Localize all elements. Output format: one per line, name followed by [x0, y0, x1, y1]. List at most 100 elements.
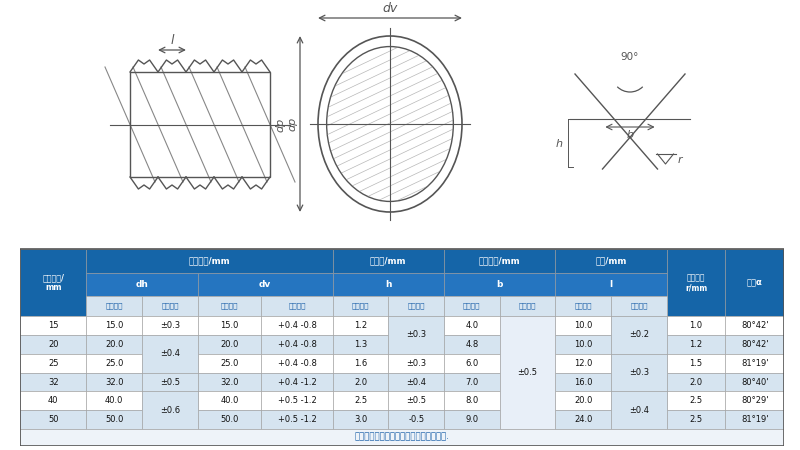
Bar [666, 392, 726, 410]
Text: 32.0: 32.0 [105, 378, 123, 387]
Bar [262, 316, 333, 335]
Text: 公称尺寸: 公称尺寸 [463, 302, 481, 309]
Text: 基圆直径/mm: 基圆直径/mm [189, 257, 230, 266]
Bar [388, 410, 444, 429]
Bar [500, 316, 555, 429]
Bar [388, 296, 444, 316]
Text: h: h [385, 280, 391, 289]
Bar [262, 354, 333, 373]
Text: +0.4 -0.8: +0.4 -0.8 [278, 359, 317, 368]
Bar [262, 392, 333, 410]
Bar [555, 410, 611, 429]
Text: 40.0: 40.0 [220, 396, 238, 405]
Text: 2.0: 2.0 [354, 378, 367, 387]
Bar [666, 410, 726, 429]
Text: 9.0: 9.0 [466, 415, 478, 424]
Text: +0.5 -1.2: +0.5 -1.2 [278, 415, 316, 424]
Bar [333, 316, 388, 335]
Text: 公称尺寸: 公称尺寸 [106, 302, 123, 309]
Bar [198, 410, 262, 429]
Text: 2.5: 2.5 [354, 396, 367, 405]
Text: b: b [497, 280, 503, 289]
Text: 80°42': 80°42' [741, 321, 769, 330]
Text: 螺距/mm: 螺距/mm [595, 257, 626, 266]
Text: 允许偏差: 允许偏差 [630, 302, 648, 309]
Bar [86, 249, 333, 273]
Text: 50.0: 50.0 [105, 415, 123, 424]
Bar [444, 296, 500, 316]
Text: 25.0: 25.0 [105, 359, 123, 368]
Text: r: r [678, 155, 682, 165]
Text: ±0.2: ±0.2 [629, 330, 649, 339]
Text: 7.0: 7.0 [466, 378, 478, 387]
Text: 15: 15 [48, 321, 58, 330]
Bar [20, 316, 86, 335]
Bar [444, 373, 500, 392]
Text: 8.0: 8.0 [466, 396, 478, 405]
Text: 15.0: 15.0 [220, 321, 238, 330]
Text: 20.0: 20.0 [105, 340, 123, 349]
Text: ±0.4: ±0.4 [629, 406, 649, 415]
Bar [333, 335, 388, 354]
Bar [86, 296, 142, 316]
Text: +0.5 -1.2: +0.5 -1.2 [278, 396, 316, 405]
Text: b: b [626, 130, 634, 140]
Text: 40.0: 40.0 [105, 396, 123, 405]
Text: 80°42': 80°42' [741, 340, 769, 349]
Bar [555, 392, 611, 410]
Text: ±0.4: ±0.4 [160, 349, 180, 358]
Text: dp: dp [275, 117, 285, 131]
Text: 3.0: 3.0 [354, 415, 367, 424]
Text: l: l [170, 34, 174, 47]
Bar [20, 335, 86, 354]
Bar [444, 249, 555, 273]
Text: 32.0: 32.0 [220, 378, 239, 387]
Text: 允许偏差: 允许偏差 [407, 302, 425, 309]
Bar [500, 296, 555, 316]
Text: 螺纹底宽/mm: 螺纹底宽/mm [479, 257, 521, 266]
Text: 90°: 90° [621, 52, 639, 62]
Bar [20, 373, 86, 392]
Bar [388, 354, 444, 373]
Text: 2.0: 2.0 [690, 378, 702, 387]
Text: 50: 50 [48, 415, 58, 424]
Text: +0.4 -0.8: +0.4 -0.8 [278, 340, 317, 349]
Text: l: l [610, 280, 613, 289]
Text: 1.2: 1.2 [690, 340, 702, 349]
Bar [198, 354, 262, 373]
Text: 螺纹高/mm: 螺纹高/mm [370, 257, 406, 266]
Bar [20, 410, 86, 429]
Text: +0.4 -0.8: +0.4 -0.8 [278, 321, 317, 330]
Text: 15.0: 15.0 [105, 321, 123, 330]
Bar [666, 373, 726, 392]
Bar [726, 249, 784, 316]
Bar [262, 335, 333, 354]
Bar [726, 316, 784, 335]
Text: 1.5: 1.5 [690, 359, 702, 368]
Bar [388, 316, 444, 354]
Text: 32: 32 [48, 378, 58, 387]
Text: 80°29': 80°29' [741, 396, 769, 405]
Text: 12.0: 12.0 [574, 359, 593, 368]
Bar [555, 249, 666, 273]
Bar [555, 316, 611, 335]
Text: 2.5: 2.5 [690, 396, 702, 405]
Text: 16.0: 16.0 [574, 378, 593, 387]
Bar [444, 392, 500, 410]
Bar [333, 249, 444, 273]
Text: 1.2: 1.2 [354, 321, 367, 330]
Bar [20, 249, 86, 316]
Text: ±0.3: ±0.3 [629, 368, 649, 377]
Text: 允许偏差: 允许偏差 [518, 302, 536, 309]
Text: 25: 25 [48, 359, 58, 368]
Bar [666, 249, 726, 316]
Text: 20: 20 [48, 340, 58, 349]
Bar [198, 373, 262, 392]
Text: 注：螺纹底宽允许偏差属于轧辊设计参数.: 注：螺纹底宽允许偏差属于轧辊设计参数. [354, 433, 450, 442]
Bar [388, 392, 444, 410]
Text: dp: dp [287, 117, 297, 131]
Text: 24.0: 24.0 [574, 415, 593, 424]
Bar [142, 373, 198, 392]
Bar [333, 392, 388, 410]
Bar [86, 410, 142, 429]
